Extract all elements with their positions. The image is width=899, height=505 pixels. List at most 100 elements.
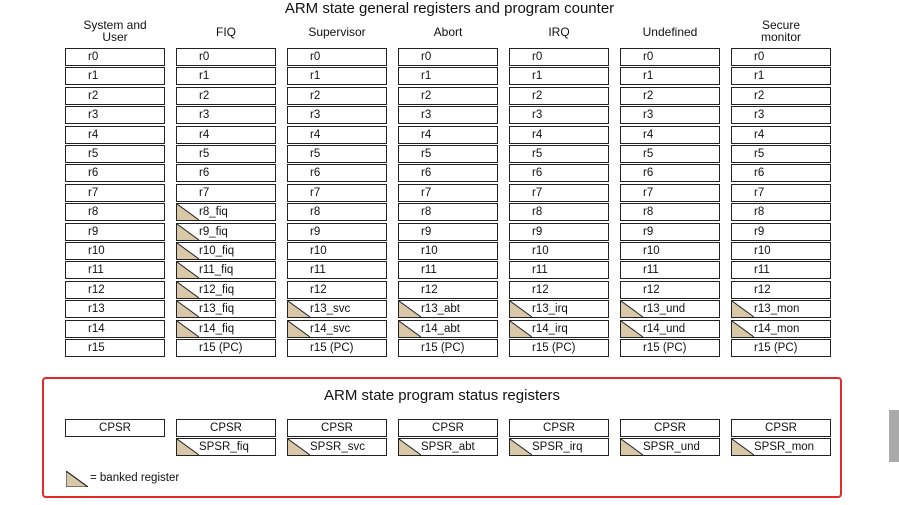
register-cell: r3	[287, 106, 387, 124]
register-cell: r11_fiq	[176, 261, 276, 279]
register-name: r3	[310, 109, 321, 121]
register-cell: r7	[731, 184, 831, 202]
register-name: r13_abt	[421, 303, 461, 315]
register-name: CPSR	[210, 422, 242, 434]
register-name: r0	[754, 51, 765, 63]
register-cell: r0	[287, 48, 387, 66]
scrollbar-thumb[interactable]	[889, 410, 899, 462]
register-name: r5	[532, 148, 543, 160]
register-name: r9	[532, 226, 543, 238]
register-cell: r6	[287, 164, 387, 182]
register-name: r4	[199, 129, 210, 141]
register-name: r6	[199, 167, 210, 179]
register-cell: r7	[509, 184, 609, 202]
register-name: r13_fiq	[199, 303, 235, 315]
register-cell: r3	[731, 106, 831, 124]
register-cell: r10	[287, 242, 387, 260]
banked-triangle-icon	[510, 301, 532, 317]
banked-triangle-icon	[621, 301, 643, 317]
register-cell: r3	[65, 106, 165, 124]
register-cell: r3	[509, 106, 609, 124]
register-name: r15 (PC)	[532, 342, 576, 354]
register-name: r3	[754, 109, 765, 121]
register-cell: r2	[731, 87, 831, 105]
register-name: r15 (PC)	[643, 342, 687, 354]
banked-triangle-icon	[732, 301, 754, 317]
register-cell: r13_fiq	[176, 300, 276, 318]
register-name: r2	[532, 90, 543, 102]
register-cell: r1	[287, 67, 387, 85]
register-name: r13_mon	[754, 303, 800, 315]
register-cell: r13_irq	[509, 300, 609, 318]
register-cell: r0	[731, 48, 831, 66]
register-cell: r9	[731, 223, 831, 241]
register-name: r8	[532, 206, 543, 218]
register-cell: r3	[176, 106, 276, 124]
status-register-cell: CPSR	[509, 419, 609, 437]
register-name: r3	[532, 109, 543, 121]
register-name: SPSR_und	[643, 441, 700, 453]
register-cell: r15 (PC)	[398, 339, 498, 357]
column-header: Abort	[433, 25, 463, 39]
register-name: r6	[88, 167, 99, 179]
register-name: r10	[88, 245, 105, 257]
register-cell: r0	[398, 48, 498, 66]
register-cell: r7	[65, 184, 165, 202]
register-cell: r8_fiq	[176, 203, 276, 221]
register-name: r6	[310, 167, 321, 179]
banked-triangle-icon	[177, 282, 199, 298]
register-cell: r11	[398, 261, 498, 279]
register-name: CPSR	[432, 422, 464, 434]
register-name: r10	[421, 245, 438, 257]
register-cell: r1	[620, 67, 720, 85]
banked-triangle-icon	[288, 301, 310, 317]
banked-triangle-icon	[177, 243, 199, 259]
register-name: r14_svc	[310, 323, 351, 335]
register-name: r11	[88, 264, 104, 276]
register-cell: r4	[65, 126, 165, 144]
status-register-cell: CPSR	[176, 419, 276, 437]
register-name: r7	[88, 187, 99, 199]
register-name: r9	[754, 226, 765, 238]
register-cell: r5	[176, 145, 276, 163]
banked-triangle-icon	[399, 301, 421, 317]
register-cell: r8	[287, 203, 387, 221]
register-name: r0	[88, 51, 99, 63]
register-name: r8	[421, 206, 432, 218]
register-name: r9_fiq	[199, 226, 228, 238]
register-name: r0	[421, 51, 432, 63]
register-cell: r9	[398, 223, 498, 241]
register-cell: r4	[509, 126, 609, 144]
register-cell: r6	[620, 164, 720, 182]
register-name: r6	[421, 167, 432, 179]
register-cell: r13_svc	[287, 300, 387, 318]
register-cell: r12	[620, 281, 720, 299]
register-name: r7	[421, 187, 432, 199]
register-cell: r6	[398, 164, 498, 182]
register-name: r4	[532, 129, 543, 141]
register-cell: r8	[731, 203, 831, 221]
register-name: r9	[310, 226, 321, 238]
column-header: IRQ	[548, 25, 570, 39]
register-cell: r6	[65, 164, 165, 182]
legend-label: = banked register	[90, 472, 180, 484]
register-cell: r15 (PC)	[176, 339, 276, 357]
register-name: r9	[88, 226, 99, 238]
register-name: SPSR_irq	[532, 441, 583, 453]
register-name: r7	[754, 187, 765, 199]
register-cell: r7	[398, 184, 498, 202]
register-name: r8	[754, 206, 765, 218]
register-name: r4	[421, 129, 432, 141]
register-cell: r15 (PC)	[731, 339, 831, 357]
banked-triangle-icon	[621, 439, 643, 455]
register-name: CPSR	[99, 422, 131, 434]
banked-triangle-icon	[177, 321, 199, 337]
register-name: r2	[643, 90, 654, 102]
register-cell: r7	[620, 184, 720, 202]
status-register-cell: SPSR_mon	[731, 438, 831, 456]
register-name: r1	[643, 70, 654, 82]
register-cell: r12	[731, 281, 831, 299]
register-cell: r14_und	[620, 320, 720, 338]
register-cell: r8	[509, 203, 609, 221]
register-name: r5	[88, 148, 99, 160]
